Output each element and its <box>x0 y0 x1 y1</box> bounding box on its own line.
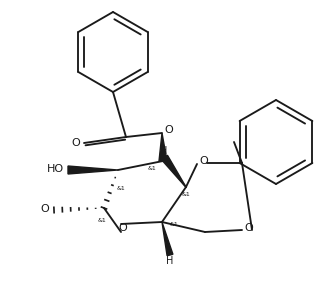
Text: &1: &1 <box>117 185 126 190</box>
Text: H: H <box>160 146 168 156</box>
Text: O: O <box>244 223 253 233</box>
Text: &1: &1 <box>148 166 157 171</box>
Text: O: O <box>119 223 127 233</box>
Text: O: O <box>165 125 173 135</box>
Text: O: O <box>40 204 49 214</box>
Polygon shape <box>159 133 167 161</box>
Polygon shape <box>163 155 186 187</box>
Text: O: O <box>200 156 208 166</box>
Text: O: O <box>72 138 81 148</box>
Text: HO: HO <box>46 164 64 174</box>
Text: &1: &1 <box>182 192 191 197</box>
Text: &1: &1 <box>98 217 107 222</box>
Polygon shape <box>68 166 118 174</box>
Text: &1: &1 <box>170 222 179 227</box>
Text: H: H <box>166 256 174 266</box>
Polygon shape <box>162 222 173 256</box>
